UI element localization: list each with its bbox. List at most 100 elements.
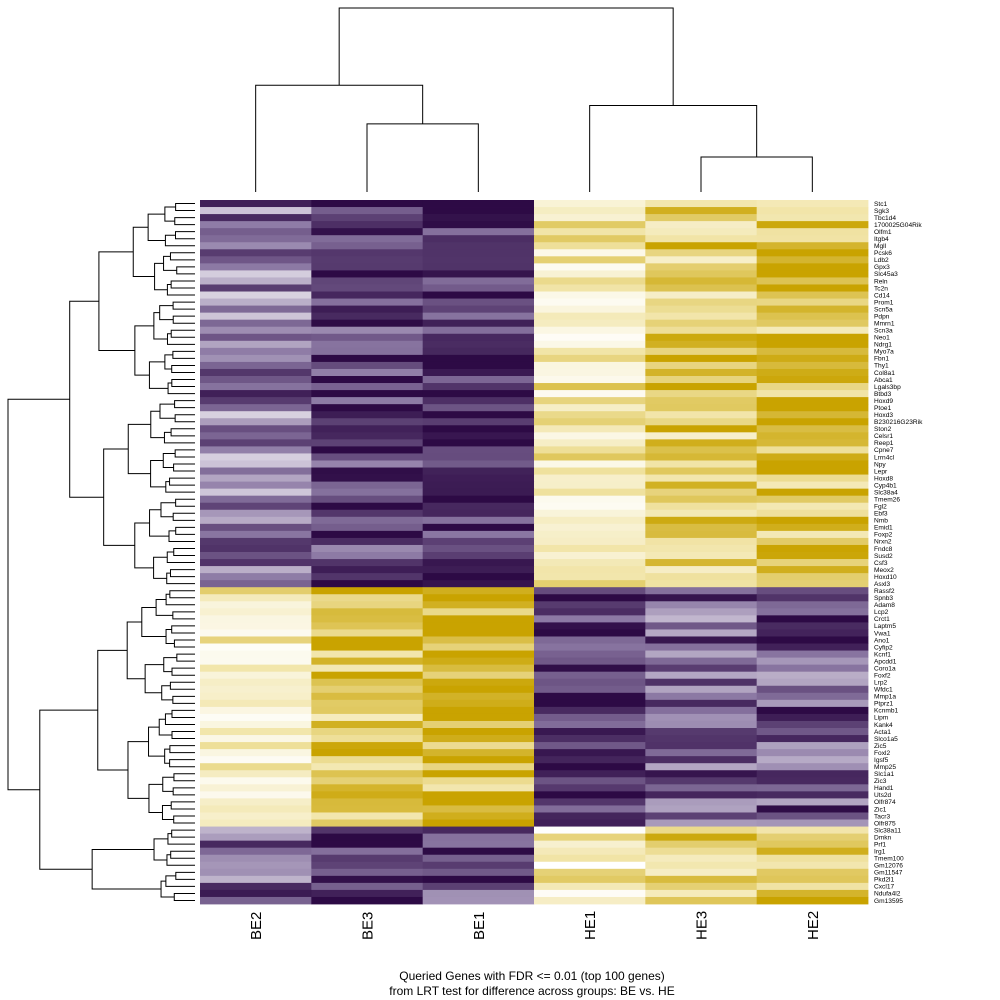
heatmap-cell [422, 587, 535, 595]
heatmap-cell [756, 594, 869, 602]
gene-label: Laptm5 [874, 623, 896, 630]
heatmap-cell [311, 777, 424, 785]
heatmap-cell [645, 896, 758, 905]
heatmap-cell [311, 819, 424, 827]
heatmap-cell [422, 559, 535, 567]
heatmap-cell [756, 840, 869, 849]
heatmap-cell [534, 601, 646, 609]
gene-label: Uts2d [874, 792, 892, 799]
heatmap-cell [422, 826, 535, 834]
gene-label: Olfm1 [874, 229, 892, 236]
heatmap-cell [422, 270, 535, 278]
heatmap-cell [534, 749, 646, 757]
gene-label: Pcsk6 [874, 250, 892, 257]
heatmap-cell [534, 615, 646, 623]
heatmap-cell [645, 643, 758, 651]
dendrogram-branch [153, 312, 168, 340]
heatmap-cell [311, 587, 424, 595]
heatmap-cell [422, 791, 535, 799]
heatmap-cell [422, 347, 535, 356]
heatmap-cell [200, 509, 312, 518]
heatmap-cell [534, 425, 646, 433]
heatmap-cell [756, 706, 869, 715]
heatmap-cell [534, 692, 646, 701]
heatmap-cell [422, 777, 535, 785]
gene-label: Hand1 [874, 785, 894, 792]
gene-label: Stc1 [874, 201, 888, 208]
heatmap-cell [534, 763, 646, 771]
heatmap-cell [645, 615, 758, 623]
heatmap-cell [200, 854, 312, 863]
gene-label: Abca1 [874, 377, 893, 384]
heatmap-cell [645, 537, 758, 546]
heatmap-cell [534, 678, 646, 687]
heatmap-cell [534, 868, 646, 877]
dendrogram-branch [165, 875, 195, 887]
heatmap-cell [311, 833, 424, 842]
heatmap-cell [311, 214, 424, 222]
gene-label: Ndrg1 [874, 342, 892, 349]
heatmap-cell [645, 383, 758, 391]
heatmap-cell [534, 875, 646, 884]
heatmap-cell [645, 847, 758, 856]
heatmap-cell [756, 200, 869, 208]
gene-label: Irg1 [874, 849, 886, 856]
heatmap-cell [756, 523, 869, 532]
heatmap-cell [756, 249, 869, 257]
heatmap-cell [534, 650, 646, 658]
heatmap-cell [422, 573, 535, 581]
heatmap-cell [756, 333, 869, 342]
gene-label: Hoxd9 [874, 398, 893, 405]
dendrogram-branch [149, 509, 169, 537]
heatmap-cell [756, 263, 869, 271]
heatmap-cell [422, 509, 535, 518]
gene-label: Pkd2l1 [874, 877, 894, 884]
gene-label: Ano1 [874, 637, 890, 644]
gene-label: Slc38a11 [874, 827, 901, 834]
heatmap-cell [756, 298, 869, 306]
heatmap-cell [534, 706, 646, 715]
heatmap-cell [756, 559, 869, 567]
gene-label: Gm11547 [874, 870, 903, 877]
heatmap-cell [645, 756, 758, 764]
heatmap-cell [645, 481, 758, 490]
heatmap-cell [200, 502, 312, 511]
dendrogram-branch [172, 315, 195, 324]
heatmap-cell [200, 270, 312, 278]
heatmap-cell [311, 889, 424, 898]
gene-label: Lrp2 [874, 680, 888, 687]
heatmap-cell [756, 749, 869, 757]
heatmap-cell [756, 368, 869, 377]
heatmap-cell [534, 720, 646, 729]
heatmap-cell [311, 319, 424, 328]
heatmap-cell [422, 502, 535, 511]
heatmap-cell [311, 580, 424, 588]
gene-label: Susd2 [874, 553, 893, 560]
gene-label: Tmem26 [874, 497, 900, 504]
heatmap-cell [200, 812, 312, 820]
dendrogram-branch [169, 252, 195, 261]
heatmap-cell [645, 326, 758, 335]
heatmap-cell [534, 453, 646, 461]
gene-label: Tmem100 [874, 856, 904, 863]
heatmap-cell [200, 587, 312, 595]
heatmap-cell [311, 340, 424, 349]
column-dendrogram [255, 7, 813, 192]
heatmap-cell [756, 678, 869, 687]
column-label: HE3 [694, 911, 711, 940]
heatmap-cell [311, 256, 424, 264]
heatmap-cell [534, 200, 646, 208]
heatmap-cell [534, 664, 646, 673]
heatmap-cell [534, 411, 646, 419]
heatmap-cell [422, 889, 535, 898]
heatmap-cell [534, 228, 646, 236]
heatmap-cell [200, 453, 312, 461]
heatmap-cell [645, 249, 758, 257]
heatmap-cell [756, 270, 869, 278]
heatmap-cell [645, 256, 758, 264]
heatmap-cell [422, 249, 535, 257]
heatmap-cell [200, 439, 312, 447]
heatmap-cell [645, 214, 758, 222]
heatmap-cell [645, 805, 758, 813]
heatmap-cell [200, 798, 312, 806]
